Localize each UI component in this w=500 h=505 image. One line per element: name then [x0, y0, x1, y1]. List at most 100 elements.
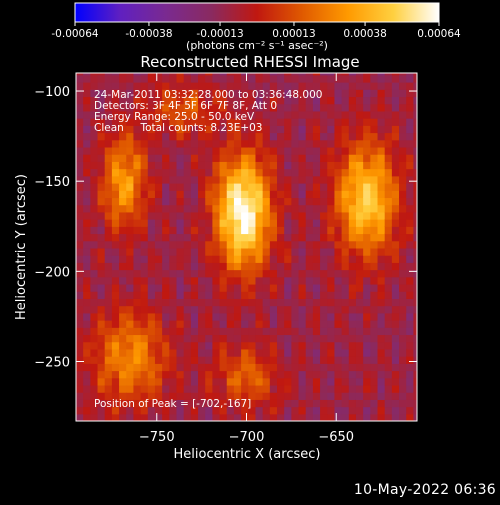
heatmap-cell — [97, 118, 106, 126]
heatmap-cell — [183, 240, 192, 249]
heatmap-cell — [126, 103, 135, 112]
heatmap-cell — [176, 320, 185, 328]
heatmap-cell — [320, 226, 328, 235]
heatmap-cell — [269, 413, 278, 421]
heatmap-cell — [341, 262, 350, 271]
heatmap-cell — [219, 204, 228, 213]
heatmap-cell — [133, 204, 142, 213]
heatmap-cell — [183, 219, 192, 227]
heatmap-cell — [312, 110, 321, 119]
heatmap-cell — [305, 276, 314, 285]
heatmap-cell — [312, 392, 321, 400]
heatmap-cell — [104, 348, 113, 357]
heatmap-cell — [76, 190, 84, 199]
heatmap-cell — [348, 413, 357, 421]
heatmap-cell — [377, 161, 386, 170]
heatmap-cell — [198, 413, 206, 421]
heatmap-cell — [370, 139, 379, 148]
heatmap-cell — [327, 96, 336, 105]
heatmap-cell — [413, 204, 417, 213]
heatmap-cell — [269, 139, 278, 148]
heatmap-cell — [248, 283, 257, 292]
heatmap-cell — [305, 175, 314, 184]
heatmap-cell — [327, 384, 336, 393]
heatmap-cell — [305, 226, 314, 235]
heatmap-cell — [183, 413, 192, 421]
heatmap-cell — [255, 118, 264, 126]
heatmap-cell — [305, 255, 314, 263]
heatmap-cell — [111, 73, 120, 76]
heatmap-cell — [212, 154, 221, 162]
heatmap-cell — [183, 247, 192, 256]
heatmap-cell — [190, 73, 199, 76]
heatmap-cell — [119, 377, 127, 386]
heatmap-cell — [226, 175, 235, 184]
heatmap-cell — [154, 197, 163, 206]
heatmap-cell — [406, 334, 415, 343]
heatmap-cell — [162, 240, 170, 249]
heatmap-cell — [104, 327, 113, 336]
heatmap-cell — [219, 73, 228, 76]
heatmap-cell — [219, 406, 228, 415]
heatmap-cell — [291, 89, 300, 98]
heatmap-cell — [341, 283, 350, 292]
heatmap-cell — [147, 132, 156, 141]
heatmap-cell — [277, 190, 285, 199]
heatmap-cell — [269, 247, 278, 256]
heatmap-cell — [334, 118, 343, 126]
heatmap-cell — [190, 182, 199, 191]
heatmap-cell — [399, 139, 407, 148]
heatmap-cell — [176, 175, 185, 184]
heatmap-cell — [241, 334, 249, 343]
heatmap-cell — [226, 312, 235, 321]
heatmap-cell — [305, 399, 314, 408]
heatmap-cell — [384, 219, 393, 227]
heatmap-cell — [334, 139, 343, 148]
heatmap-cell — [111, 74, 120, 83]
heatmap-cell — [76, 320, 84, 328]
heatmap-cell — [248, 305, 257, 314]
heatmap-cell — [241, 298, 249, 307]
heatmap-cell — [298, 399, 307, 408]
heatmap-cell — [413, 298, 417, 307]
heatmap-cell — [305, 211, 314, 220]
heatmap-cell — [320, 168, 328, 177]
heatmap-cell — [183, 226, 192, 235]
heatmap-cell — [198, 175, 206, 184]
heatmap-cell — [355, 73, 364, 76]
heatmap-cell — [377, 96, 386, 105]
heatmap-cell — [291, 226, 300, 235]
heatmap-cell — [83, 413, 91, 421]
heatmap-cell — [241, 125, 249, 134]
heatmap-cell — [119, 370, 127, 379]
heatmap-cell — [391, 132, 400, 141]
heatmap-cell — [384, 73, 393, 76]
heatmap-cell — [277, 154, 285, 162]
heatmap-cell — [284, 291, 292, 299]
heatmap-cell — [233, 139, 242, 148]
heatmap-cell — [334, 110, 343, 119]
heatmap-cell — [198, 341, 206, 350]
heatmap-cell — [233, 219, 242, 227]
heatmap-cell — [176, 240, 185, 249]
heatmap-cell — [312, 312, 321, 321]
heatmap-cell — [83, 283, 91, 292]
heatmap-cell — [119, 125, 127, 134]
heatmap-cell — [355, 305, 364, 314]
heatmap-cell — [233, 132, 242, 141]
heatmap-cell — [162, 96, 170, 105]
heatmap-cell — [391, 363, 400, 372]
heatmap-cell — [320, 413, 328, 421]
heatmap-cell — [406, 175, 415, 184]
heatmap-cell — [183, 132, 192, 141]
heatmap-cell — [248, 341, 257, 350]
heatmap-cell — [140, 89, 149, 98]
heatmap-cell — [262, 276, 271, 285]
heatmap-cell — [126, 146, 135, 155]
heatmap-cell — [284, 413, 292, 421]
heatmap-cell — [212, 327, 221, 336]
heatmap-cell — [248, 103, 257, 112]
heatmap-cell — [169, 406, 178, 415]
heatmap-cell — [226, 327, 235, 336]
heatmap-cell — [391, 118, 400, 126]
